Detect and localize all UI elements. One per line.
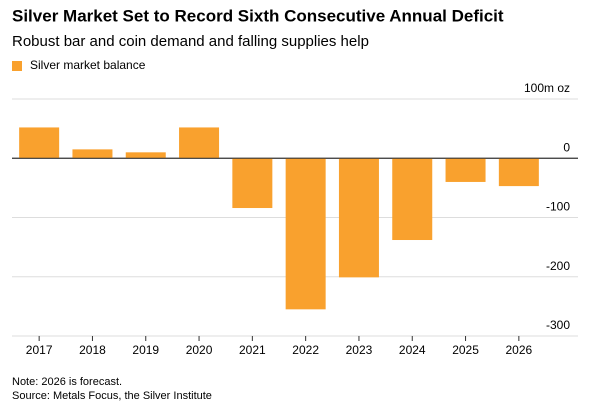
y-tick-label: -100 xyxy=(546,200,570,214)
bar xyxy=(19,127,60,159)
y-tick-label: -300 xyxy=(546,318,570,332)
bar xyxy=(392,158,433,241)
x-tick-label: 2020 xyxy=(186,343,213,357)
bar xyxy=(232,158,273,209)
y-tick-label: 100m oz xyxy=(524,81,570,95)
bar xyxy=(445,158,486,182)
x-tick-label: 2019 xyxy=(132,343,159,357)
x-tick-label: 2021 xyxy=(239,343,266,357)
x-tick-label: 2026 xyxy=(505,343,532,357)
x-tick-label: 2017 xyxy=(26,343,53,357)
bar xyxy=(72,149,113,159)
bar xyxy=(285,158,326,310)
chart-title: Silver Market Set to Record Sixth Consec… xyxy=(12,6,504,25)
legend-swatch xyxy=(12,61,22,71)
note: Note: 2026 is forecast. xyxy=(12,376,122,388)
x-tick-label: 2024 xyxy=(399,343,426,357)
bar xyxy=(338,158,379,278)
chart-subtitle: Robust bar and coin demand and falling s… xyxy=(12,33,369,50)
x-tick-label: 2018 xyxy=(79,343,106,357)
legend-label: Silver market balance xyxy=(30,58,146,72)
x-tick-label: 2025 xyxy=(452,343,479,357)
bar xyxy=(125,152,166,159)
x-tick-label: 2023 xyxy=(346,343,373,357)
bar xyxy=(498,158,539,187)
y-tick-label: -200 xyxy=(546,259,570,273)
y-tick-label: 0 xyxy=(563,140,570,154)
source: Source: Metals Focus, the Silver Institu… xyxy=(12,390,212,402)
x-tick-label: 2022 xyxy=(292,343,319,357)
bar xyxy=(179,127,220,159)
